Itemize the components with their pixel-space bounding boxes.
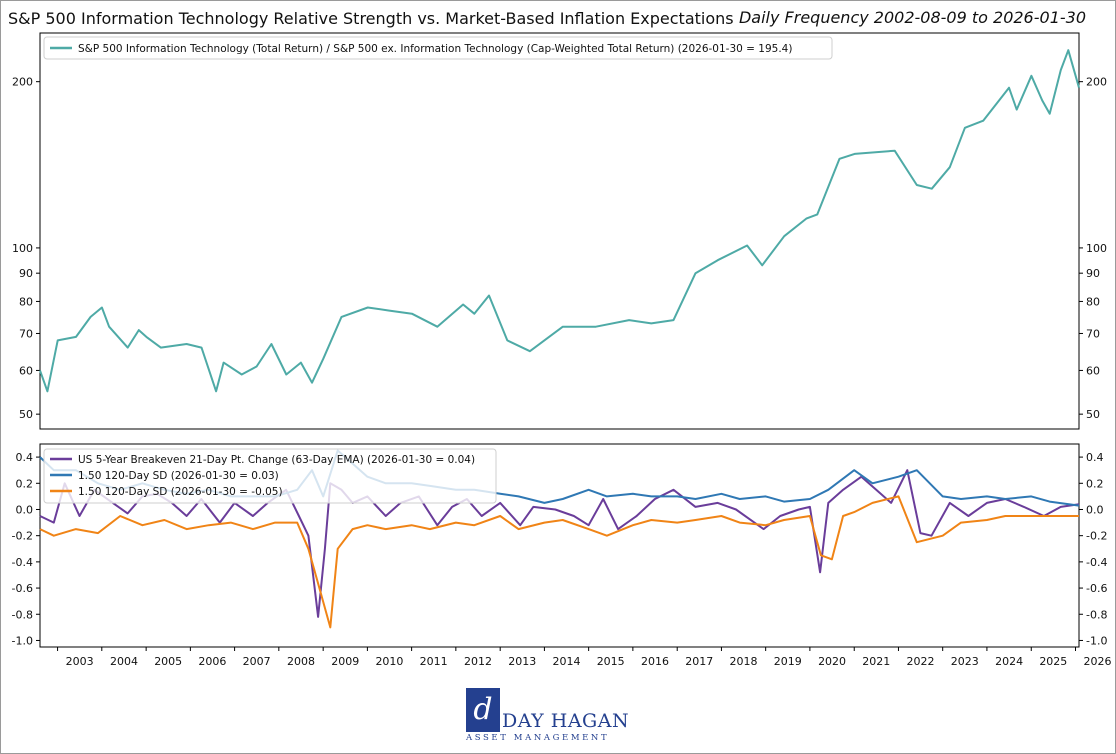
x-tick-label: 2018 bbox=[729, 655, 757, 668]
x-tick-label: 2021 bbox=[862, 655, 890, 668]
y-tick-label-right: 80 bbox=[1086, 295, 1100, 308]
y-tick-label-right: 200 bbox=[1086, 76, 1107, 89]
x-tick-label: 2022 bbox=[907, 655, 935, 668]
y-tick-label-right: 90 bbox=[1086, 267, 1100, 280]
y-tick-label-left: 0.2 bbox=[16, 477, 34, 490]
y-tick-label-left: 0.4 bbox=[16, 451, 34, 464]
legend-box bbox=[43, 36, 833, 60]
y-tick-label-right: 0.4 bbox=[1086, 451, 1104, 464]
y-tick-label-right: 0.2 bbox=[1086, 477, 1104, 490]
x-tick-label: 2015 bbox=[597, 655, 625, 668]
top-series-lines bbox=[39, 49, 1080, 393]
x-tick-label: 2016 bbox=[641, 655, 669, 668]
x-tick-label: 2010 bbox=[375, 655, 403, 668]
top-legend: S&P 500 Information Technology (Total Re… bbox=[43, 36, 833, 60]
x-tick-label: 2009 bbox=[331, 655, 359, 668]
y-tick-label-right: 100 bbox=[1086, 242, 1107, 255]
x-tick-label: 2020 bbox=[818, 655, 846, 668]
x-tick-label: 2005 bbox=[154, 655, 182, 668]
legend-label: 1.50 120-Day SD (2026-01-30 = 0.03) bbox=[78, 470, 279, 482]
y-tick-label-left: 90 bbox=[19, 267, 33, 280]
x-tick-label: 2019 bbox=[774, 655, 802, 668]
y-tick-label-left: 60 bbox=[19, 364, 33, 377]
x-tick-label: 2011 bbox=[420, 655, 448, 668]
bottom-panel-frame bbox=[39, 443, 1080, 648]
x-tick-label: 2026 bbox=[1084, 655, 1112, 668]
logo-mark: d bbox=[466, 688, 500, 732]
company-logo: d DAY HAGAN ASSET MANAGEMENT bbox=[466, 688, 629, 746]
y-tick-label-left: 200 bbox=[12, 76, 33, 89]
logo-subtitle: ASSET MANAGEMENT bbox=[466, 733, 610, 743]
y-tick-label-right: -1.0 bbox=[1086, 634, 1107, 647]
chart-subtitle: Daily Frequency 2002-08-09 to 2026-01-30 bbox=[738, 8, 1086, 27]
y-tick-label-left: 80 bbox=[19, 295, 33, 308]
x-tick-label: 2004 bbox=[110, 655, 138, 668]
y-tick-label-right: -0.2 bbox=[1086, 530, 1107, 543]
x-tick-label: 2024 bbox=[995, 655, 1023, 668]
y-tick-label-left: -0.2 bbox=[12, 530, 33, 543]
x-axis: 2003 2004 2005 2006 2007 2008 2009 2010 2011 2012… bbox=[57, 647, 1112, 668]
legend-label: US 5-Year Breakeven 21-Day Pt. Change (6… bbox=[78, 454, 475, 466]
y-tick-label-right: -0.4 bbox=[1086, 556, 1107, 569]
it-relative-strength-line bbox=[39, 49, 1080, 393]
y-tick-label-left: 50 bbox=[19, 408, 33, 421]
x-tick-label: 2007 bbox=[243, 655, 271, 668]
y-tick-label-left: 0.0 bbox=[16, 503, 34, 516]
legend-box bbox=[43, 448, 497, 504]
y-tick-label-right: -0.8 bbox=[1086, 608, 1107, 621]
top-y-axis: 50 50 60 60 70 70 80 80 90 90 100 100 200 200 bbox=[12, 76, 1107, 421]
x-tick-label: 2013 bbox=[508, 655, 536, 668]
y-tick-label-left: 100 bbox=[12, 242, 33, 255]
legend-label: 1.50 120-Day SD (2026-01-30 = -0.05) bbox=[78, 486, 283, 498]
y-tick-label-left: -0.4 bbox=[12, 556, 33, 569]
y-tick-label-right: 50 bbox=[1086, 408, 1100, 421]
top-panel-frame bbox=[39, 32, 1080, 430]
y-tick-label-right: -0.6 bbox=[1086, 582, 1107, 595]
logo-name: DAY HAGAN bbox=[502, 710, 630, 732]
x-tick-label: 2006 bbox=[198, 655, 226, 668]
legend-label: S&P 500 Information Technology (Total Re… bbox=[78, 43, 792, 55]
y-tick-label-right: 60 bbox=[1086, 364, 1100, 377]
x-tick-label: 2014 bbox=[552, 655, 580, 668]
y-tick-label-right: 70 bbox=[1086, 327, 1100, 340]
x-tick-label: 2003 bbox=[66, 655, 94, 668]
lower-sd-band-line bbox=[39, 495, 1079, 629]
bottom-legend: US 5-Year Breakeven 21-Day Pt. Change (6… bbox=[43, 448, 497, 504]
x-tick-label: 2008 bbox=[287, 655, 315, 668]
y-tick-label-left: -0.6 bbox=[12, 582, 33, 595]
x-tick-label: 2025 bbox=[1039, 655, 1067, 668]
y-tick-label-left: 70 bbox=[19, 327, 33, 340]
x-tick-label: 2017 bbox=[685, 655, 713, 668]
bottom-y-axis: -1.0 -1.0 -0.8 -0.8 -0.6 -0.6 -0.4 -0.4 -0.2 -0.2… bbox=[12, 451, 1108, 647]
y-tick-label-left: -0.8 bbox=[12, 608, 33, 621]
chart-title: S&P 500 Information Technology Relative … bbox=[8, 9, 734, 28]
x-tick-label: 2012 bbox=[464, 655, 492, 668]
y-tick-label-left: -1.0 bbox=[12, 634, 33, 647]
y-tick-label-right: 0.0 bbox=[1086, 503, 1104, 516]
x-tick-label: 2023 bbox=[951, 655, 979, 668]
